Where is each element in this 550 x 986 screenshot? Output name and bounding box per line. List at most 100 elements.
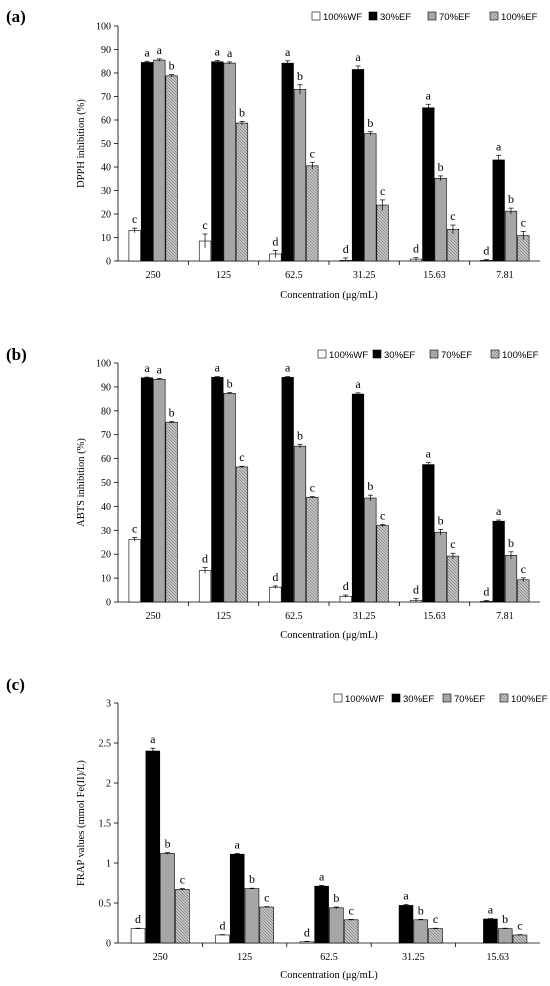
- significance-letter: c: [450, 209, 455, 223]
- significance-letter: c: [517, 919, 522, 933]
- y-tick-label: 2: [106, 779, 111, 790]
- bar: [269, 586, 282, 603]
- y-axis-title: FRAP values (mmol Fe(II)/L): [76, 760, 87, 886]
- bar: [434, 177, 447, 262]
- significance-letter: b: [508, 536, 514, 550]
- y-tick-label: 80: [101, 406, 111, 417]
- y-tick-label: 0: [106, 257, 111, 268]
- legend-entry: 70%EF: [454, 694, 485, 705]
- legend-entry: 30%EF: [380, 12, 411, 23]
- x-tick-label: 15.63: [423, 270, 446, 281]
- legend-entry: 30%EF: [384, 350, 415, 361]
- bar: [128, 230, 141, 262]
- bar: [153, 378, 166, 603]
- x-tick-label: 31.25: [353, 611, 376, 622]
- significance-letter: a: [496, 139, 502, 153]
- bar: [446, 228, 460, 262]
- chart-panel-2: (b) 0 10 20 30 40 50 60 70 80 90 100 ABTS inhibition…: [6, 345, 540, 641]
- y-tick-label: 90: [101, 45, 111, 56]
- bar: [422, 464, 435, 603]
- bar: [211, 377, 224, 603]
- panel-label: (c): [6, 675, 25, 694]
- y-tick-label: 30: [101, 526, 111, 537]
- bar: [244, 888, 260, 944]
- significance-letter: a: [403, 889, 409, 903]
- legend-entry: 100%WF: [345, 694, 384, 705]
- bar: [165, 421, 178, 603]
- bar: [198, 570, 212, 603]
- bar: [376, 204, 389, 262]
- significance-letter: b: [239, 105, 245, 119]
- significance-letter: c: [132, 212, 137, 226]
- x-tick-label: 62.5: [285, 611, 303, 622]
- legend-entry: 30%EF: [403, 694, 434, 705]
- bar: [314, 885, 329, 944]
- bar: [483, 918, 498, 944]
- significance-letter: d: [483, 244, 489, 258]
- legend-swatch: [333, 693, 343, 703]
- significance-letter: c: [380, 508, 385, 522]
- significance-letter: b: [165, 837, 171, 851]
- bar: [504, 210, 518, 262]
- bar: [434, 531, 447, 603]
- bar: [130, 928, 146, 944]
- x-tick-label: 125: [216, 611, 231, 622]
- y-tick-label: 20: [101, 210, 111, 221]
- significance-letter: a: [150, 732, 156, 746]
- significance-letter: d: [219, 919, 225, 933]
- bar: [306, 165, 319, 262]
- significance-letter: b: [297, 428, 303, 442]
- bar: [140, 377, 154, 603]
- bar: [281, 377, 294, 603]
- bar: [235, 466, 249, 603]
- chart-panel-1: (a) 0 10 20 30 40 50 60 70 80 90 100 DPPH inhibition…: [6, 7, 540, 301]
- bar: [428, 928, 443, 944]
- legend-entry: 70%EF: [441, 350, 472, 361]
- y-tick-label: 10: [101, 233, 111, 244]
- panel-label: (a): [6, 7, 26, 26]
- significance-letter: b: [169, 406, 175, 420]
- significance-letter: b: [169, 59, 175, 73]
- significance-letter: a: [227, 46, 233, 60]
- legend-entry: 100%WF: [329, 350, 368, 361]
- y-tick-label: 60: [101, 116, 111, 127]
- bar: [492, 159, 505, 262]
- bar: [492, 520, 505, 603]
- chart-panel-3: (c) 0 0.5 1 1.5 2 2.5 3 FRAP values (mmol Fe(II)…: [6, 675, 548, 981]
- significance-letter: b: [438, 513, 444, 527]
- y-tick-label: 3: [106, 699, 111, 710]
- y-tick-label: 50: [101, 478, 111, 489]
- legend: 100%WF 30%EF 70%EF 100%EF: [317, 349, 539, 361]
- y-tick-label: 1: [106, 859, 111, 870]
- significance-letter: d: [272, 570, 278, 584]
- legend-swatch: [391, 693, 401, 703]
- significance-letter: a: [355, 50, 361, 64]
- bar: [329, 907, 344, 944]
- significance-letter: c: [348, 903, 353, 917]
- bar: [351, 69, 365, 262]
- y-tick-label: 30: [101, 186, 111, 197]
- bar: [211, 61, 224, 262]
- y-tick-label: 0.5: [99, 899, 112, 910]
- significance-letter: a: [496, 504, 502, 518]
- bar: [153, 59, 166, 262]
- significance-letter: b: [297, 69, 303, 83]
- bar: [351, 393, 365, 603]
- bar: [235, 122, 249, 262]
- legend-swatch: [490, 349, 500, 359]
- bar: [497, 928, 513, 944]
- legend-entry: 70%EF: [439, 12, 470, 23]
- significance-letter: b: [249, 872, 255, 886]
- significance-letter: c: [433, 912, 438, 926]
- significance-letter: b: [418, 903, 424, 917]
- x-tick-label: 250: [146, 611, 161, 622]
- significance-letter: c: [264, 891, 269, 905]
- y-tick-label: 10: [101, 574, 111, 585]
- bar: [145, 750, 161, 944]
- bar: [229, 853, 245, 944]
- x-tick-label: 62.5: [320, 952, 338, 963]
- bar: [446, 555, 460, 603]
- x-tick-label: 15.63: [487, 952, 510, 963]
- significance-letter: c: [521, 562, 526, 576]
- x-axis-title: Concentration (μg/mL): [280, 970, 378, 981]
